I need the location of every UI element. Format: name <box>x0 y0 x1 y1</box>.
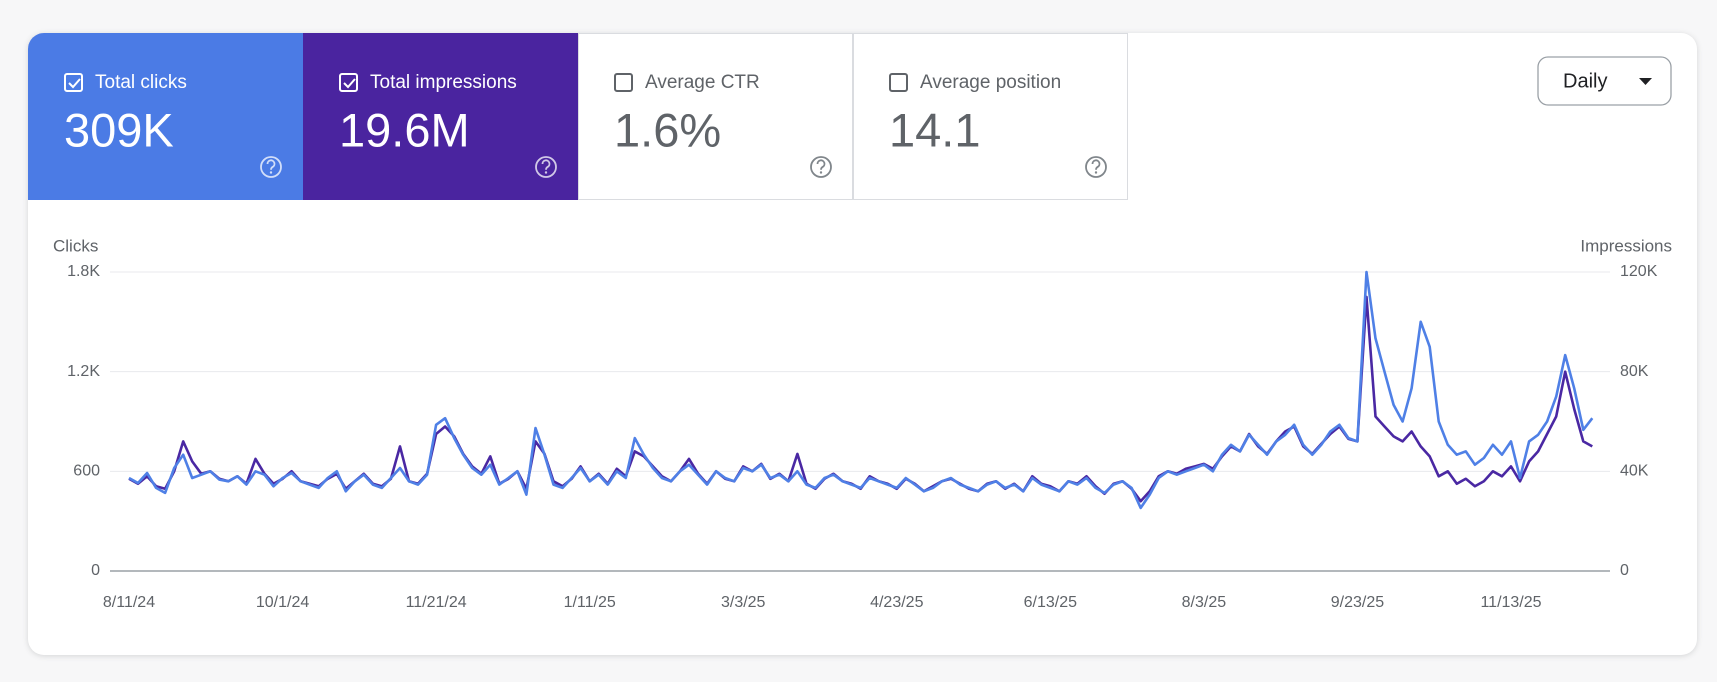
x-tick-label: 4/23/25 <box>870 594 923 611</box>
x-tick-label: 8/3/25 <box>1182 594 1227 611</box>
metric-tile[interactable]: Average position 14.1 <box>853 33 1128 200</box>
y-tick-label: 0 <box>91 562 100 579</box>
checkbox[interactable] <box>614 73 633 92</box>
checkmark <box>343 78 356 89</box>
y2-tick-label: 80K <box>1620 363 1649 380</box>
help-icon[interactable] <box>1085 156 1107 178</box>
y2-tick-label: 120K <box>1620 263 1658 280</box>
metric-label: Total clicks <box>95 72 187 93</box>
tile-background <box>303 33 578 200</box>
y-tick-label: 600 <box>73 463 100 480</box>
performance-card: Total clicks 309K Total impressions 19.6M Av… <box>28 33 1697 655</box>
y2-axis-title: Impressions <box>1580 236 1672 255</box>
x-tick-label: 11/13/25 <box>1480 594 1541 611</box>
granularity-dropdown[interactable]: Daily <box>1537 56 1672 106</box>
metric-label: Average position <box>920 72 1061 93</box>
x-tick-label: 1/11/25 <box>564 594 616 611</box>
tile-background <box>578 33 853 200</box>
help-icon-glyph <box>541 159 551 170</box>
dropdown-label: Daily <box>1563 70 1607 92</box>
metric-value: 309K <box>64 103 174 156</box>
tile-background <box>853 33 1128 200</box>
performance-panel: Total clicks 309K Total impressions 19.6M Av… <box>28 33 1672 611</box>
help-icon[interactable] <box>535 156 557 178</box>
y-tick-label: 1.8K <box>67 263 100 280</box>
metric-value: 14.1 <box>889 103 980 156</box>
dropdown-box[interactable] <box>1537 56 1672 106</box>
y2-tick-label: 40K <box>1620 463 1649 480</box>
metric-value: 1.6% <box>614 103 721 156</box>
metric-tile[interactable]: Total clicks 309K <box>28 33 303 200</box>
help-icon-dot <box>269 171 273 174</box>
dropdown-arrow <box>1639 78 1652 85</box>
metric-tile[interactable]: Total impressions 19.6M <box>303 33 578 200</box>
metric-label: Total impressions <box>370 72 517 93</box>
help-icon-glyph <box>1091 159 1101 170</box>
help-icon-dot <box>1094 171 1098 174</box>
y-axis-title: Clicks <box>53 236 98 255</box>
x-tick-label: 11/21/24 <box>406 594 467 611</box>
series-line <box>128 270 1594 510</box>
x-tick-label: 9/23/25 <box>1331 594 1384 611</box>
x-tick-label: 8/11/24 <box>103 594 155 611</box>
help-icon-glyph <box>266 159 276 170</box>
help-icon-dot <box>544 171 548 174</box>
metric-tile[interactable]: Average CTR 1.6% <box>578 33 853 200</box>
checkbox[interactable] <box>64 73 83 92</box>
checkmark <box>68 78 81 89</box>
y-tick-label: 1.2K <box>67 363 100 380</box>
checkbox[interactable] <box>889 73 908 92</box>
x-tick-label: 6/13/25 <box>1024 594 1077 611</box>
x-tick-label: 3/3/25 <box>721 594 766 611</box>
checkbox[interactable] <box>339 73 358 92</box>
x-tick-label: 10/1/24 <box>256 594 309 611</box>
metric-value: 19.6M <box>339 103 470 156</box>
help-icon[interactable] <box>260 156 282 178</box>
metric-label: Average CTR <box>645 72 760 93</box>
y2-tick-label: 0 <box>1620 562 1629 579</box>
help-icon-dot <box>819 171 823 174</box>
tile-background <box>28 33 303 200</box>
help-icon[interactable] <box>810 156 832 178</box>
help-icon-glyph <box>816 159 826 170</box>
